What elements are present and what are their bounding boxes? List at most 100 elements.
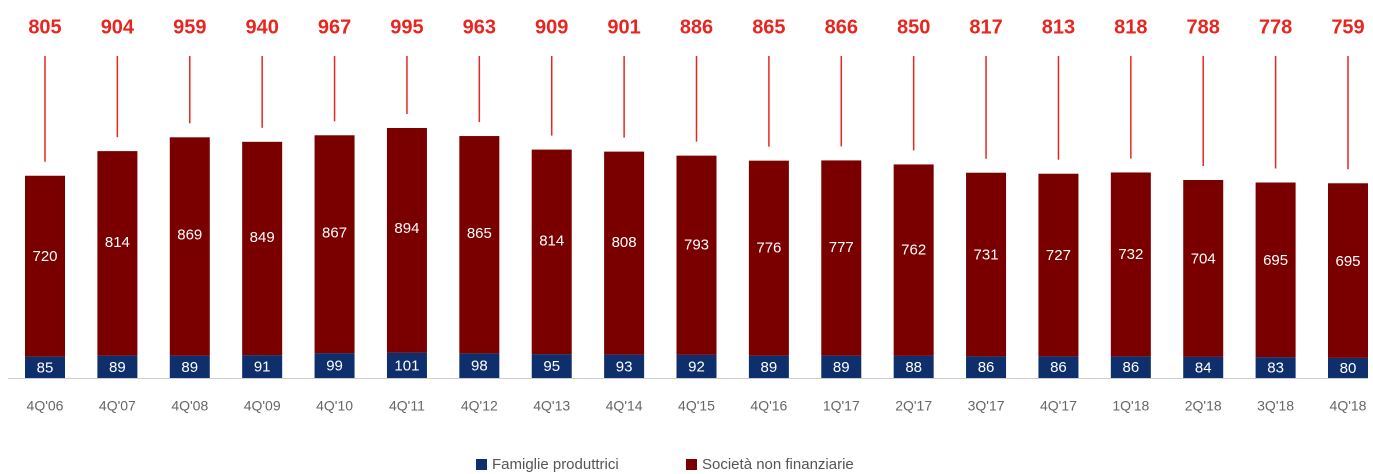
segment-label: 865 (467, 225, 492, 242)
bar-segment (314, 353, 355, 378)
bar-segment (25, 356, 65, 378)
x-tick-label: 4Q'11 (389, 398, 425, 414)
bar-segment (386, 352, 427, 378)
bar-segment (1110, 356, 1151, 378)
bar-segment (169, 355, 210, 378)
bar-segment (97, 355, 138, 378)
bar-segment (459, 353, 500, 378)
x-tick-label: 4Q'08 (171, 398, 208, 414)
bar-segment (748, 160, 789, 356)
segment-label: 814 (105, 234, 130, 251)
x-tick-label: 4Q'15 (678, 398, 715, 414)
segment-label: 894 (394, 220, 419, 237)
segment-label: 720 (32, 248, 57, 265)
bar-segment (676, 354, 717, 378)
segment-label: 89 (181, 359, 198, 376)
total-label: 818 (1114, 16, 1147, 38)
segment-label: 808 (612, 234, 637, 251)
bar-segment (821, 160, 862, 356)
total-label: 963 (463, 16, 496, 38)
total-label: 901 (607, 16, 640, 38)
total-label: 904 (101, 16, 135, 38)
total-label: 817 (969, 16, 1002, 38)
x-tick-label: 3Q'18 (1257, 398, 1294, 414)
segment-label: 101 (394, 357, 419, 374)
x-tick-label: 3Q'17 (968, 398, 1005, 414)
total-label: 995 (390, 16, 423, 38)
total-label: 850 (897, 16, 930, 38)
total-label: 805 (28, 16, 61, 38)
segment-label: 86 (1050, 359, 1067, 376)
segment-label: 95 (543, 358, 560, 375)
segment-label: 89 (833, 359, 850, 376)
bar-segment (604, 151, 645, 355)
segment-label: 93 (616, 358, 633, 375)
bar-segment (966, 356, 1007, 378)
segment-label: 89 (761, 359, 778, 376)
bar-segment (386, 128, 427, 353)
segment-label: 869 (177, 227, 202, 244)
segment-label: 704 (1191, 251, 1216, 268)
total-label: 788 (1187, 16, 1220, 38)
segment-label: 777 (829, 239, 854, 256)
total-label: 909 (535, 16, 568, 38)
segment-label: 731 (974, 246, 999, 263)
bar-segment (1328, 183, 1368, 358)
segment-label: 732 (1118, 246, 1143, 263)
bar-segment (676, 155, 717, 355)
x-tick-label: 1Q'17 (823, 398, 860, 414)
segment-label: 867 (322, 224, 347, 241)
bar-segment (821, 355, 862, 378)
bar-segment (459, 136, 500, 354)
segment-label: 99 (326, 358, 343, 375)
segment-label: 776 (756, 239, 781, 256)
segment-label: 88 (905, 359, 922, 376)
segment-label: 98 (471, 358, 488, 375)
bar-segment (893, 355, 934, 378)
bar-segment (531, 149, 572, 355)
x-tick-label: 4Q'17 (1040, 398, 1077, 414)
bar-segment (242, 355, 283, 378)
bar-segment (242, 141, 283, 356)
segment-label: 86 (978, 359, 995, 376)
segment-label: 727 (1046, 247, 1071, 264)
segment-label: 793 (684, 236, 709, 253)
bar-segment (169, 137, 210, 356)
segment-label: 695 (1263, 252, 1288, 269)
bar-segment (1328, 357, 1368, 378)
legend-label: Società non finanziarie (702, 456, 854, 473)
bar-segment (1255, 357, 1296, 378)
segment-label: 91 (254, 359, 271, 376)
segment-label: 86 (1122, 359, 1139, 376)
x-tick-label: 4Q'09 (244, 398, 281, 414)
segment-label: 83 (1267, 360, 1284, 377)
bar-segment (1038, 356, 1079, 378)
total-label: 759 (1331, 16, 1364, 38)
x-tick-label: 4Q'18 (1330, 398, 1367, 414)
x-tick-label: 4Q'13 (533, 398, 570, 414)
x-tick-label: 4Q'06 (27, 398, 64, 414)
segment-label: 89 (109, 359, 126, 376)
x-tick-label: 2Q'17 (895, 398, 932, 414)
legend-label: Famiglie produttrici (492, 456, 619, 473)
segment-label: 84 (1195, 359, 1212, 376)
x-tick-label: 4Q'12 (461, 398, 498, 414)
bar-segment (25, 175, 65, 357)
bar-segment (1183, 356, 1224, 378)
x-tick-label: 4Q'14 (606, 398, 643, 414)
legend-swatch (686, 459, 697, 470)
segment-label: 80 (1340, 360, 1357, 377)
total-label: 967 (318, 16, 351, 38)
x-tick-label: 1Q'18 (1112, 398, 1149, 414)
segment-label: 92 (688, 358, 705, 375)
segment-label: 762 (901, 242, 926, 259)
bar-segment (1255, 182, 1296, 358)
total-label: 886 (680, 16, 713, 38)
x-tick-label: 4Q'10 (316, 398, 353, 414)
segment-label: 849 (250, 229, 275, 246)
total-label: 940 (245, 16, 278, 38)
bar-segment (314, 135, 355, 354)
bar-segment (97, 151, 138, 356)
bar-segment (748, 355, 789, 378)
